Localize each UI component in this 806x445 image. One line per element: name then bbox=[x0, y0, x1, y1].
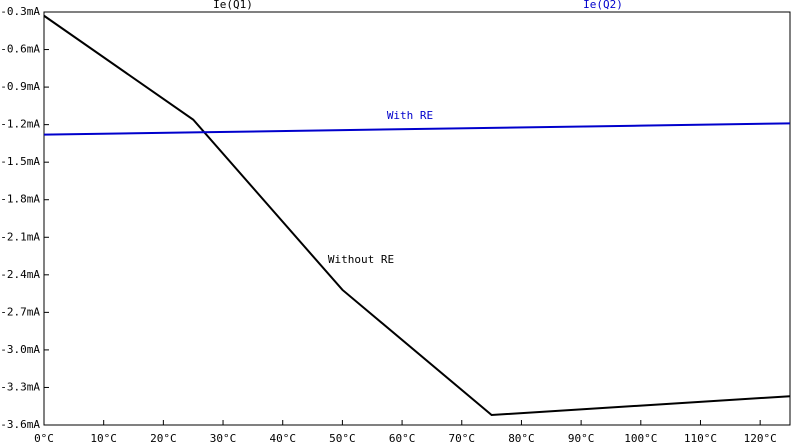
series-line bbox=[43, 122, 791, 136]
annotation: With RE bbox=[387, 109, 433, 122]
legend-entry: Ie(Q1) bbox=[213, 0, 253, 11]
x-tick-label: 70°C bbox=[449, 432, 476, 445]
y-tick-label: -1.8mA bbox=[0, 193, 40, 206]
x-tick-label: 120°C bbox=[744, 432, 777, 445]
x-tick-label: 0°C bbox=[34, 432, 54, 445]
plot-frame bbox=[43, 11, 791, 426]
annotation: Without RE bbox=[328, 253, 394, 266]
y-tick-label: -2.4mA bbox=[0, 268, 40, 281]
y-tick-label: -2.7mA bbox=[0, 305, 40, 318]
x-tick-label: 20°C bbox=[150, 432, 177, 445]
y-tick-label: -3.3mA bbox=[0, 380, 40, 393]
y-tick-label: -0.9mA bbox=[0, 80, 40, 93]
y-tick-label: -3.0mA bbox=[0, 343, 40, 356]
x-tick-label: 80°C bbox=[508, 432, 535, 445]
series-line bbox=[43, 14, 791, 417]
y-tick-label: -1.5mA bbox=[0, 155, 40, 168]
y-tick-label: -2.1mA bbox=[0, 230, 40, 243]
x-tick-label: 110°C bbox=[684, 432, 717, 445]
y-tick-label: -3.6mA bbox=[0, 418, 40, 431]
x-tick-label: 40°C bbox=[269, 432, 296, 445]
y-tick-label: -1.2mA bbox=[0, 118, 40, 131]
x-tick-label: 90°C bbox=[568, 432, 595, 445]
y-tick-label: -0.6mA bbox=[0, 43, 40, 56]
legend-entry: Ie(Q2) bbox=[583, 0, 623, 11]
x-tick-label: 60°C bbox=[389, 432, 416, 445]
y-tick-label: -0.3mA bbox=[0, 5, 40, 18]
x-tick-label: 50°C bbox=[329, 432, 356, 445]
x-tick-label: 30°C bbox=[210, 432, 237, 445]
x-tick-label: 10°C bbox=[90, 432, 117, 445]
x-tick-label: 100°C bbox=[624, 432, 657, 445]
